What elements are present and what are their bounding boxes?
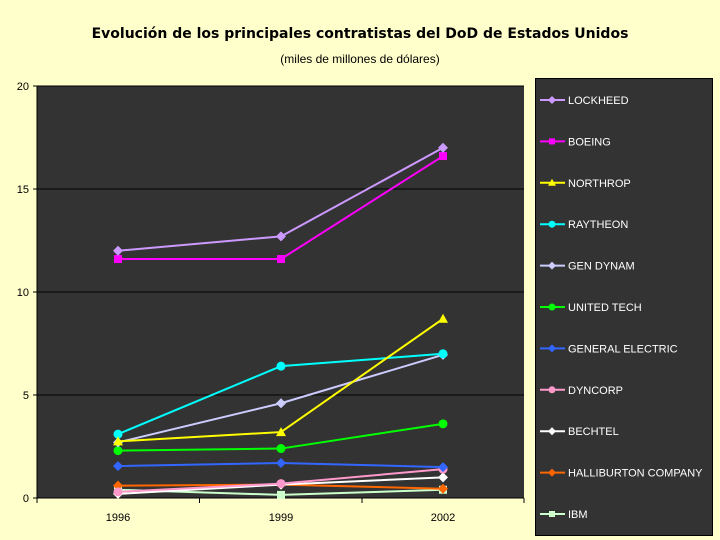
y-tick-label: 5 [23, 390, 29, 402]
series-northrop [113, 313, 448, 446]
data-point-diamond [548, 96, 556, 104]
data-point-square [439, 152, 447, 161]
data-point-circle [276, 361, 286, 371]
y-tick-label: 15 [17, 184, 29, 196]
data-point-diamond [113, 245, 123, 256]
data-point-circle [113, 446, 123, 456]
data-point-diamond [276, 457, 286, 468]
legend-item: NORTHROP [540, 178, 631, 190]
data-point-diamond [438, 472, 448, 483]
series-boeing [114, 152, 447, 264]
legend-label: DYNCORP [568, 385, 623, 397]
data-point-diamond [438, 462, 448, 473]
x-tick-label: 1999 [269, 512, 293, 524]
data-point-diamond [438, 483, 448, 494]
chart-subtitle: (miles de millones de dólares) [280, 52, 440, 66]
data-point-circle [438, 419, 448, 429]
legend-label: IBM [568, 509, 588, 521]
series-united-tech [113, 419, 448, 456]
legend-item: UNITED TECH [540, 302, 642, 314]
legend-label: GENERAL ELECTRIC [568, 343, 678, 355]
legend-label: RAYTHEON [568, 219, 628, 231]
data-point-circle [276, 479, 286, 489]
data-point-diamond [548, 427, 556, 436]
y-tick-label: 20 [17, 81, 29, 93]
legend-item: IBM [540, 509, 588, 521]
series-general-electric [113, 457, 448, 473]
data-point-circle [113, 429, 123, 439]
data-point-diamond [548, 344, 556, 353]
series-lockheed [113, 142, 448, 256]
x-tick-label: 2002 [431, 512, 455, 524]
legend-label: BOEING [568, 136, 611, 148]
data-point-triangle [438, 313, 448, 323]
legend-item: LOCKHEED [540, 95, 629, 107]
data-point-diamond [113, 461, 123, 472]
legend-label: NORTHROP [568, 178, 631, 190]
data-point-diamond [438, 142, 448, 153]
data-point-circle [113, 487, 123, 497]
legend-item: HALLIBURTON COMPANY [540, 468, 703, 480]
data-point-circle [276, 444, 286, 454]
legend-label: LOCKHEED [568, 95, 629, 107]
data-point-diamond [276, 231, 286, 242]
legend-item: BOEING [540, 136, 611, 148]
legend-label: BECHTEL [568, 426, 619, 438]
data-point-triangle [276, 427, 286, 437]
x-tick-label: 1996 [106, 512, 130, 524]
legend-item: RAYTHEON [540, 219, 628, 231]
data-point-circle [438, 349, 448, 359]
y-tick-label: 0 [23, 493, 29, 505]
data-point-square [277, 490, 285, 499]
y-tick-label: 10 [17, 287, 29, 299]
data-point-triangle [548, 178, 556, 186]
data-point-circle [548, 220, 556, 228]
data-point-square [114, 255, 122, 264]
data-point-diamond [548, 468, 556, 477]
legend-item: GEN DYNAM [540, 261, 635, 273]
data-point-circle [548, 386, 556, 394]
data-point-diamond [548, 261, 556, 270]
legend-item: BECHTEL [540, 426, 619, 438]
legend-label: UNITED TECH [568, 302, 642, 314]
data-point-square [277, 255, 285, 264]
data-point-diamond [276, 398, 286, 409]
chart-title: Evolución de los principales contratista… [91, 26, 629, 42]
legend-label: GEN DYNAM [568, 261, 635, 273]
legend-item: DYNCORP [540, 385, 623, 397]
data-point-square [549, 511, 555, 517]
legend-label: HALLIBURTON COMPANY [568, 468, 703, 480]
series-raytheon [113, 349, 448, 439]
data-point-square [549, 138, 555, 145]
data-point-triangle [113, 436, 123, 446]
series-dyncorp [113, 464, 448, 497]
legend-item: GENERAL ELECTRIC [540, 343, 678, 355]
data-point-circle [548, 303, 556, 311]
